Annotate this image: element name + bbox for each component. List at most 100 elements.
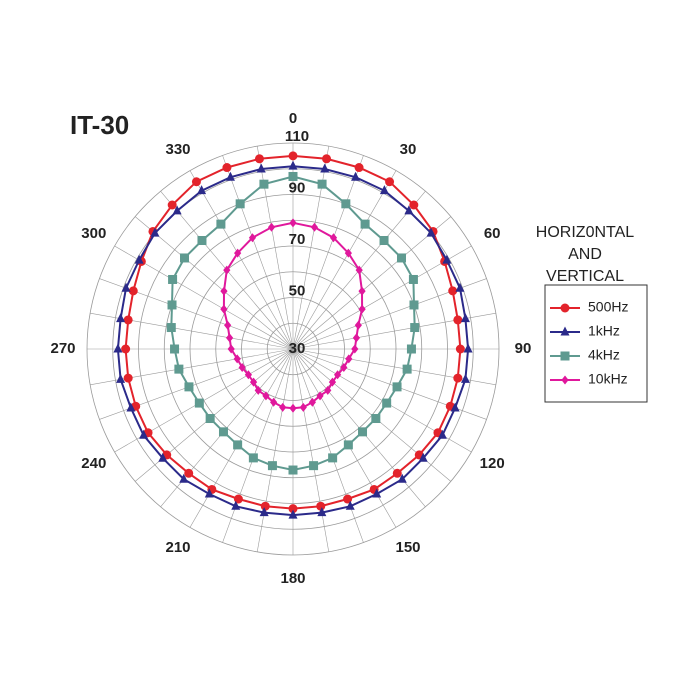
point (244, 370, 252, 380)
grid-spoke (222, 155, 294, 350)
point (116, 313, 126, 323)
grid-spoke (292, 216, 451, 350)
point (409, 200, 419, 210)
point (372, 488, 382, 498)
grid-spoke (189, 170, 294, 350)
point (128, 286, 138, 296)
point (289, 403, 297, 413)
legend-label: 500Hz (588, 299, 628, 315)
point (289, 218, 297, 228)
point (223, 265, 231, 275)
grid-spoke (292, 155, 364, 350)
point (410, 323, 420, 333)
r-tick-label: 30 (289, 340, 306, 357)
point (354, 320, 362, 330)
point (166, 323, 176, 333)
point (254, 385, 262, 395)
angle-tick-label: 330 (165, 141, 190, 158)
point (320, 163, 330, 173)
point (392, 468, 402, 478)
point (437, 429, 447, 439)
point (409, 300, 419, 310)
point (460, 313, 470, 323)
point (355, 265, 363, 275)
point (322, 154, 332, 164)
r-tick-label: 70 (289, 231, 306, 248)
point (216, 219, 226, 229)
point (227, 344, 235, 354)
point (450, 402, 460, 412)
point (167, 200, 177, 210)
point (234, 248, 242, 258)
angle-tick-label: 210 (165, 539, 190, 556)
angle-tick-label: 30 (400, 141, 417, 158)
point (299, 402, 307, 412)
point (453, 315, 463, 325)
angle-tick-label: 300 (81, 225, 106, 242)
point (316, 501, 326, 511)
point (222, 163, 232, 173)
point (406, 344, 416, 354)
point (174, 364, 184, 374)
point (317, 179, 327, 189)
legend-box (544, 284, 648, 403)
point (259, 179, 269, 189)
point (184, 468, 194, 478)
point (123, 373, 133, 383)
point (218, 427, 228, 437)
point (233, 494, 243, 504)
point (351, 171, 361, 181)
chart-title: IT-30 (70, 110, 129, 140)
point (197, 185, 207, 195)
point (317, 507, 327, 517)
point (351, 344, 359, 354)
point (392, 382, 402, 392)
legend-title: AND (568, 246, 602, 263)
point (288, 504, 298, 514)
point (288, 160, 298, 170)
point (418, 452, 428, 462)
legend-title: VERTICAL (546, 268, 624, 285)
point (248, 233, 257, 243)
point (267, 461, 277, 471)
point (123, 315, 133, 325)
point (204, 488, 214, 498)
point (191, 177, 201, 187)
point (233, 354, 241, 364)
point (371, 414, 381, 424)
r-tick-label: 50 (289, 282, 306, 299)
point (455, 344, 465, 354)
point (324, 385, 332, 395)
point (288, 465, 298, 475)
point (358, 304, 366, 314)
point (259, 507, 269, 517)
point (150, 227, 160, 237)
point (256, 163, 266, 173)
point (408, 274, 418, 284)
angle-tick-label: 90 (515, 340, 532, 357)
grid-spoke (292, 348, 330, 552)
point (121, 282, 131, 292)
point (309, 461, 319, 471)
point (329, 233, 338, 243)
grid-spoke (292, 170, 397, 350)
point (358, 286, 366, 296)
point (254, 154, 264, 164)
point (249, 377, 258, 387)
point (396, 253, 406, 263)
legend-marker (561, 375, 569, 385)
point (308, 397, 316, 407)
point (194, 398, 204, 408)
point (279, 402, 287, 412)
plot (113, 151, 473, 519)
legend-marker (560, 303, 570, 313)
point (158, 452, 168, 462)
point (448, 286, 458, 296)
grid-spoke (256, 348, 294, 552)
point (397, 473, 407, 483)
angle-tick-label: 240 (81, 455, 106, 472)
point (316, 391, 324, 401)
point (352, 333, 360, 343)
angle-tick-label: 60 (484, 225, 501, 242)
